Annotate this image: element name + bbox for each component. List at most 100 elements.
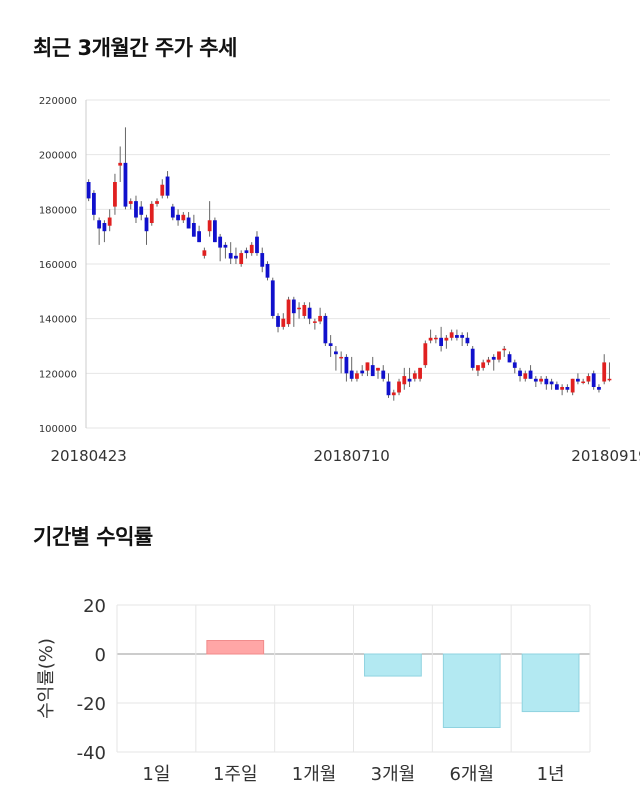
- candle-gridlines: [85, 99, 610, 429]
- candle-body: [560, 387, 565, 390]
- candle-body: [407, 378, 412, 382]
- candle-body: [602, 362, 607, 382]
- candle-body: [155, 201, 159, 204]
- candle-y-tick-label: 140000: [39, 315, 77, 326]
- candle-body: [113, 182, 117, 207]
- candle-body: [597, 387, 601, 390]
- candle-body: [476, 365, 480, 371]
- candle-body: [318, 315, 323, 322]
- candle-body: [176, 214, 180, 221]
- candle-body: [97, 220, 102, 229]
- candle-body: [118, 162, 123, 166]
- return-bar: [442, 653, 501, 728]
- candle-body: [433, 337, 438, 340]
- candle-y-tick-label: 120000: [39, 369, 77, 380]
- candle-y-tick-label: 220000: [39, 96, 77, 107]
- candle-y-tick-label: 100000: [39, 424, 77, 435]
- bar-y-axis-label: 수익률(%): [36, 638, 57, 719]
- candle-body: [481, 362, 486, 368]
- candle-body: [370, 365, 375, 377]
- return-bar: [364, 653, 422, 677]
- candle-body: [339, 356, 344, 359]
- candle-y-tick-label: 160000: [39, 260, 77, 271]
- candle-body: [91, 192, 96, 215]
- candle-body: [544, 378, 549, 385]
- candle-body: [260, 253, 265, 267]
- candle-body: [86, 182, 91, 199]
- candle-body: [539, 378, 543, 382]
- candle-body: [386, 381, 391, 396]
- candle-body: [412, 373, 417, 379]
- candle-body: [554, 384, 559, 390]
- candle-body: [449, 332, 454, 338]
- candle-body: [312, 321, 317, 323]
- candle-x-tick-label: 20180423: [50, 447, 126, 465]
- candle-body: [165, 176, 170, 196]
- candle-body: [102, 223, 107, 232]
- bar-x-tick-label: 1일: [142, 764, 170, 785]
- candle-y-tick-label: 200000: [39, 151, 77, 162]
- candle-body: [502, 348, 507, 351]
- candle-body: [223, 244, 228, 248]
- bar-y-tick-label: -20: [77, 694, 106, 715]
- bar-y-axis-ticks: 20 0 -20 -40: [77, 596, 106, 764]
- candle-body: [391, 392, 396, 396]
- candle-body: [218, 236, 223, 248]
- candle-body: [244, 250, 249, 254]
- candle-body: [186, 217, 191, 229]
- candle-body: [149, 203, 154, 223]
- candle-body: [507, 354, 512, 363]
- candle-body: [381, 370, 386, 379]
- candle-body: [139, 206, 144, 215]
- candle-body: [402, 376, 407, 385]
- candle-body: [607, 378, 612, 381]
- candle-body: [328, 343, 333, 346]
- candle-body: [581, 381, 586, 384]
- candle-body: [291, 299, 296, 314]
- candle-body: [549, 381, 554, 385]
- bar-y-tick-label: -40: [77, 743, 106, 764]
- candle-body: [428, 337, 433, 341]
- candle-series: [86, 127, 612, 401]
- bar-x-tick-label: 6개월: [449, 764, 494, 785]
- bar-x-axis-ticks: 1일 1주일 1개월 3개월 6개월 1년: [142, 764, 564, 785]
- bar-x-tick-label: 1주일: [213, 764, 258, 785]
- candle-body: [281, 318, 286, 327]
- candle-body: [418, 367, 422, 379]
- price-trend-title: 최근 3개월간 주가 추세: [33, 36, 237, 60]
- candle-body: [344, 356, 349, 374]
- candle-body: [591, 373, 596, 387]
- candle-body: [460, 335, 465, 338]
- candle-x-tick-label: 20180710: [314, 447, 390, 465]
- candle-body: [465, 337, 470, 344]
- candle-x-axis-ticks: 20180423 20180710 20180919: [50, 447, 640, 465]
- candle-x-tick-label: 20180919: [571, 447, 640, 465]
- candle-body: [297, 307, 301, 310]
- candle-body: [144, 217, 149, 232]
- candle-body: [586, 376, 591, 382]
- candle-body: [491, 356, 496, 360]
- bar-x-tick-label: 1년: [537, 764, 565, 785]
- candle-body: [423, 343, 428, 366]
- candle-y-axis-ticks: 100000 120000 140000 160000 180000 200000 2200…: [39, 96, 77, 435]
- bar-gridlines: [116, 604, 591, 753]
- candle-body: [439, 337, 444, 346]
- candle-body: [191, 223, 196, 237]
- candle-body: [470, 348, 475, 368]
- candle-body: [497, 351, 501, 360]
- candle-body: [528, 370, 533, 379]
- bar-x-tick-label: 1개월: [292, 764, 337, 785]
- candle-body: [360, 370, 365, 374]
- candle-body: [334, 351, 338, 355]
- candle-body: [107, 217, 112, 226]
- candle-body: [576, 378, 580, 382]
- candle-body: [518, 370, 522, 377]
- candle-body: [455, 335, 459, 338]
- candle-body: [397, 381, 401, 393]
- candle-body: [255, 236, 259, 254]
- candle-body: [249, 244, 254, 254]
- candle-body: [286, 299, 291, 325]
- candle-body: [302, 305, 307, 316]
- candle-y-tick-label: 180000: [39, 205, 77, 216]
